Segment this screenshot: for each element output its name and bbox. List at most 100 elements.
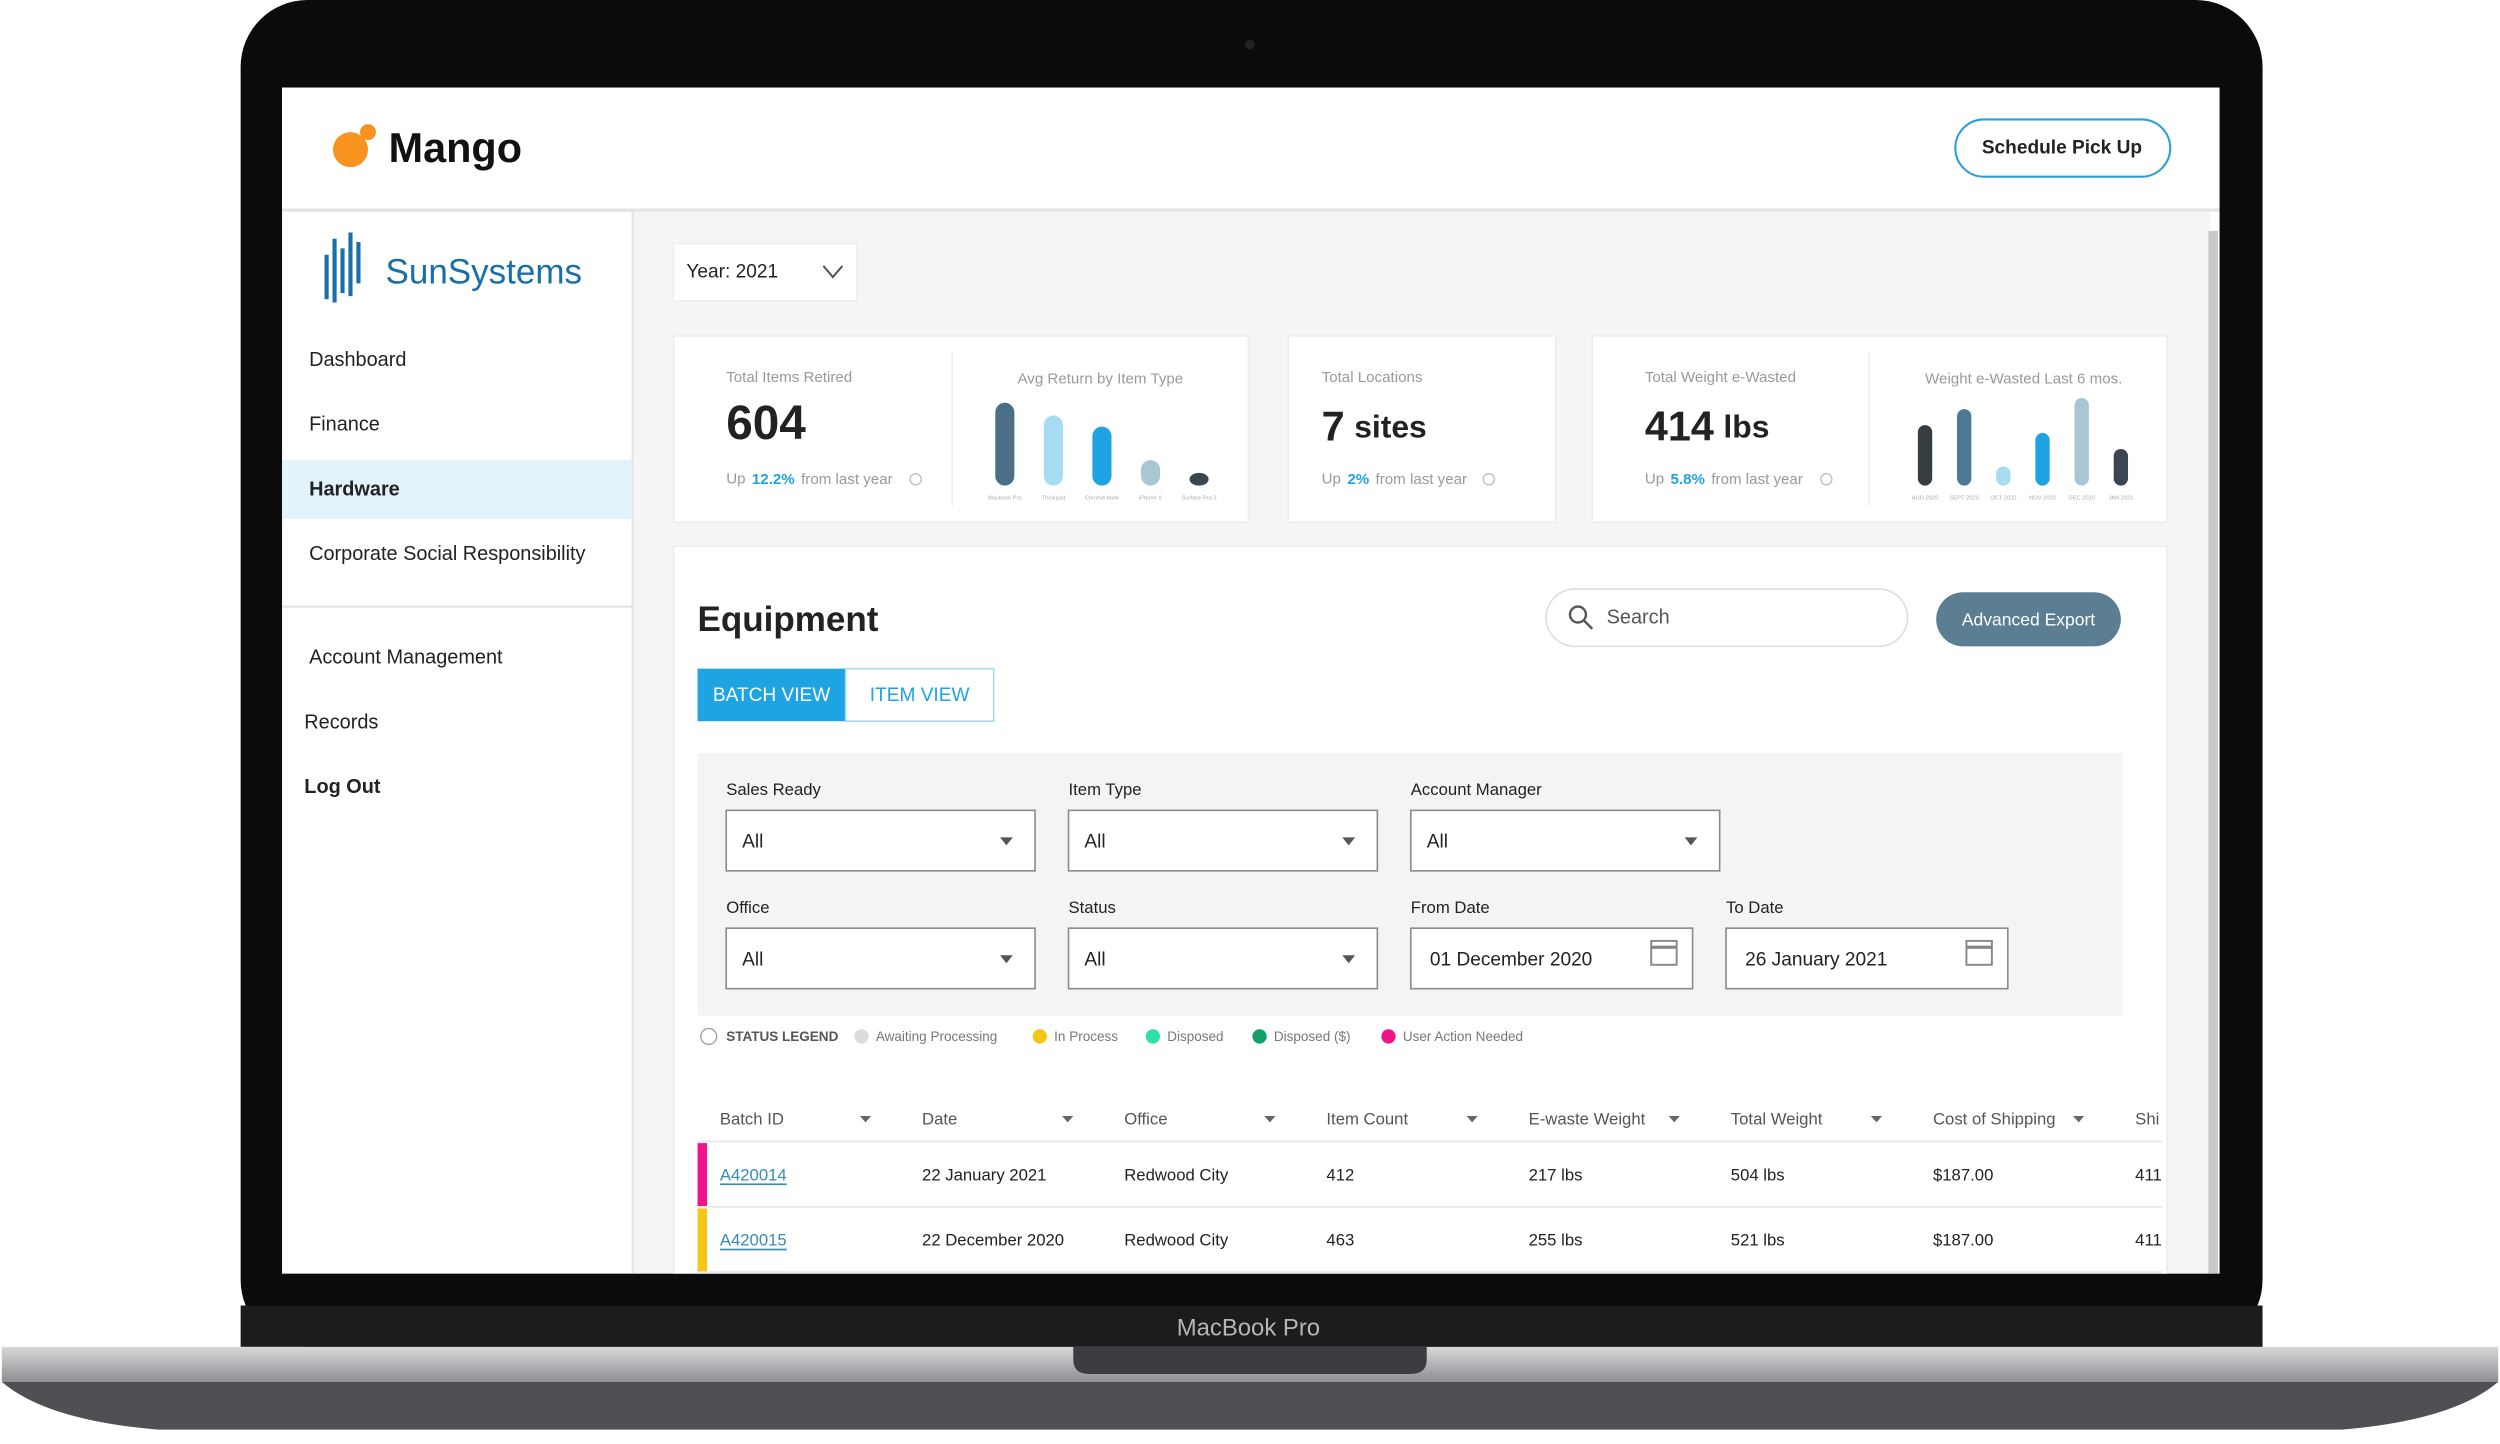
mini-bar-label: NOV 2020 [2029,495,2056,501]
schedule-button-label[interactable]: Schedule Pick Up [1982,138,2142,159]
batch-link[interactable]: A420015 [720,1231,787,1250]
mini-bar-label: AUG 2020 [1912,495,1939,501]
nav-active [282,460,633,520]
legend-label: Disposed ($) [1274,1029,1351,1044]
legend-dot [854,1029,869,1044]
filter-select[interactable] [725,927,1036,990]
filter-value[interactable]: All [1427,832,1448,853]
table-cell: 504 lbs [1731,1165,1785,1184]
header [282,87,2220,211]
nav-item[interactable]: Log Out [304,776,381,798]
column-header[interactable]: Date [922,1110,957,1129]
nav-item[interactable]: Hardware [309,478,400,500]
mini-bar [1043,415,1063,486]
stat-change: 12.2% [752,471,795,488]
table-cell: 463 [1326,1231,1354,1250]
mini-bar-label: SEPT 2020 [1950,495,1979,501]
filter-select[interactable] [1067,927,1379,990]
filter-select[interactable] [725,809,1036,872]
column-header[interactable]: Total Weight [1731,1110,1823,1129]
column-header[interactable]: Batch ID [720,1110,784,1129]
table-cell: 217 lbs [1529,1165,1583,1184]
legend-label: User Action Needed [1403,1029,1523,1044]
search-icon [1568,605,1588,624]
filter-select[interactable] [1725,927,2009,990]
stat-change-prefix: Up 12.2% from last year [726,471,892,488]
search-icon-handle [1583,620,1594,630]
table-cell: $187.00 [1933,1165,1993,1184]
brand: Mango [389,125,522,171]
laptop-base-bottom [1,1381,2499,1430]
stat-change-suffix: from last year [1711,471,1803,488]
filter-value[interactable]: All [742,950,763,971]
search-box[interactable] [1545,588,1909,648]
nav-item[interactable]: Finance [309,414,380,436]
table-cell: 255 lbs [1529,1231,1583,1250]
stat-change: 2% [1347,471,1369,488]
legend-label: Awaiting Processing [876,1029,997,1044]
column-header[interactable]: E-waste Weight [1529,1110,1646,1129]
table-cell: 22 January 2021 [922,1165,1046,1184]
column-header[interactable]: Item Count [1326,1110,1408,1129]
column-header[interactable]: Cost of Shipping [1933,1110,2056,1129]
table-cell: 22 December 2020 [922,1231,1064,1250]
legend-dot [1032,1029,1048,1044]
nav-item[interactable]: Records [304,711,378,733]
nav-item[interactable]: Dashboard [309,349,406,371]
mini-bar-label: Surface Pro 3 [1182,495,1217,501]
mini-bar [1092,426,1112,486]
stat-change-suffix: from last year [1376,471,1468,488]
filter-select[interactable] [1410,927,1694,990]
filter-value[interactable]: All [1084,832,1105,853]
schedule-button[interactable] [1954,118,2172,178]
mini-bar-label: Thinkpad [1042,495,1066,501]
mini-chart-title: Avg Return by Item Type [1017,370,1183,387]
filter-label: Office [726,898,769,917]
filter-value[interactable]: 26 January 2021 [1745,950,1887,971]
tab-label[interactable]: ITEM VIEW [870,685,970,706]
sort-arrow[interactable] [2073,1116,2085,1123]
export-button-label[interactable]: Advanced Export [1962,609,2095,629]
export-button[interactable] [1936,592,2121,647]
nav-item[interactable]: Corporate Social Responsibility [309,543,585,565]
table-cell: 412 [1326,1165,1354,1184]
sort-arrow[interactable] [859,1116,872,1123]
mini-bar [1996,466,2011,486]
batch-link[interactable]: A420014 [720,1165,787,1184]
stat-value: 604 [726,397,806,450]
year-select-label[interactable]: Year: 2021 [686,262,778,283]
legend-dot [1252,1029,1267,1044]
filter-value[interactable]: All [1084,950,1105,971]
sort-arrow[interactable] [1668,1116,1680,1123]
mini-bar-label: Chrome book [1085,495,1119,501]
sort-arrow[interactable] [1062,1116,1074,1123]
table-cell: $187.00 [1933,1231,1993,1250]
tab[interactable] [844,667,995,722]
stat-change-prefix: Up 2% from last year [1322,471,1467,488]
sort-arrow[interactable] [1466,1116,1478,1123]
filter-select[interactable] [1410,809,1721,872]
column-header[interactable]: Shi [2135,1110,2159,1129]
mini-bar-label: Macbook Pro [988,495,1022,501]
filter-value[interactable]: 01 December 2020 [1430,950,1592,971]
mini-bar [1917,425,1933,486]
scrollbar [2208,230,2218,1274]
dropdown-arrow [1000,955,1013,964]
column-header[interactable]: Office [1124,1110,1167,1129]
section-title: Equipment [698,600,879,639]
search-placeholder[interactable]: Search [1607,607,1670,629]
tab-label[interactable]: BATCH VIEW [713,685,830,706]
legend-label: In Process [1054,1029,1118,1044]
mini-bar [1957,409,1972,486]
year-select[interactable] [672,242,858,302]
tab-active[interactable] [697,668,846,722]
sort-arrow[interactable] [1264,1116,1276,1123]
filter-value[interactable]: All [742,832,763,853]
filter-select[interactable] [1067,809,1379,872]
table-cell: Redwood City [1124,1165,1229,1184]
legend-title: STATUS LEGEND [726,1029,838,1044]
card [1287,335,1557,523]
nav-item[interactable]: Account Management [309,647,503,669]
sort-arrow[interactable] [1870,1116,1883,1123]
